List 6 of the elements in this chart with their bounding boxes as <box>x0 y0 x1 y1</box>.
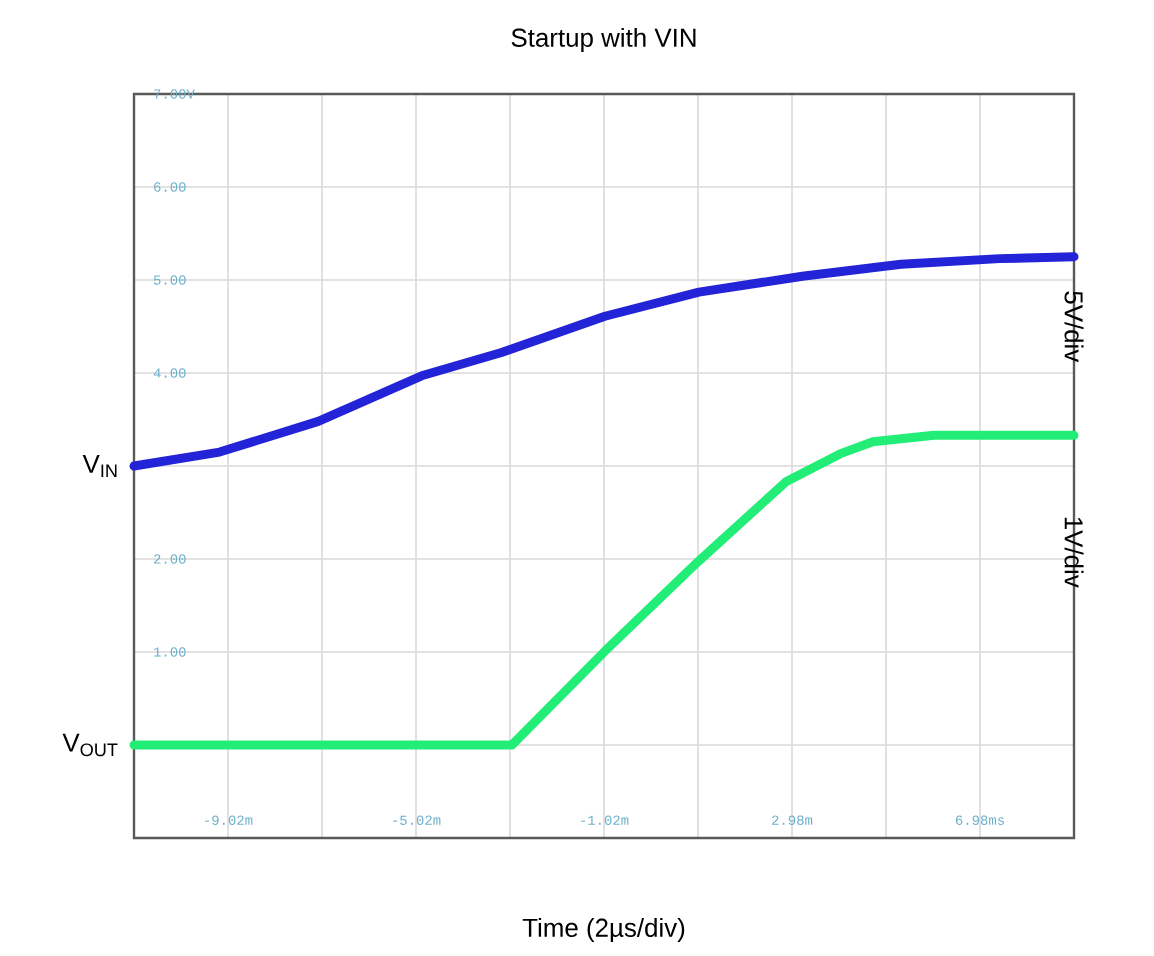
annotation: 5V/div <box>1064 291 1084 363</box>
annotation: V$_{OUT}$ <box>62 733 118 757</box>
chart-title: Startup with VIN <box>511 27 696 53</box>
annotation: V$_{IN}$ <box>82 454 117 478</box>
annotation: 1V/div <box>1064 517 1084 588</box>
x-axis-title: Time (2µs/div) <box>522 917 685 943</box>
